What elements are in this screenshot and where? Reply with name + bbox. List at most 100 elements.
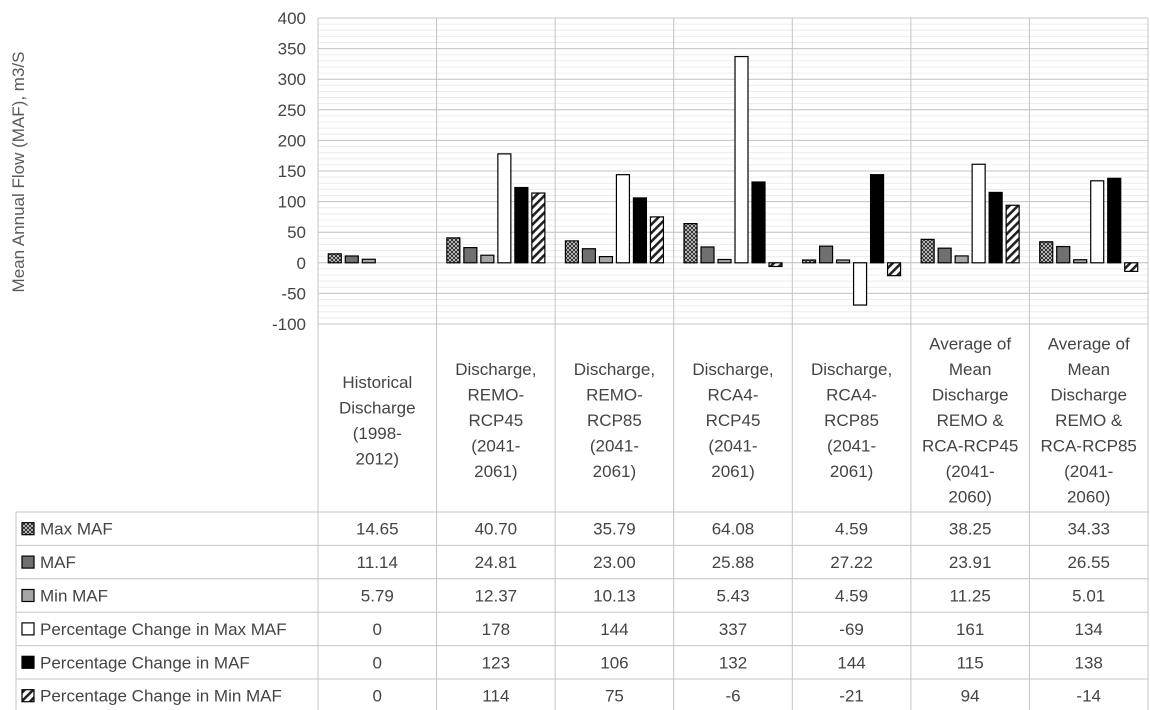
table-value: 75 [605,687,624,706]
y-tick-label: 200 [278,131,306,150]
bar-percentage-change-in-min-maf [531,192,546,264]
bar-percentage-change-in-maf [514,186,529,264]
category-label: (2041- [590,437,639,456]
bar-percentage-change-in-min-maf [886,262,902,277]
table-value: 134 [1075,620,1103,639]
legend-key [21,655,35,669]
category-label: Historical [342,373,412,392]
table-value: 38.25 [949,520,992,539]
legend-key [21,622,35,636]
category-label: REMO- [586,386,643,405]
category-label: Discharge, [811,360,892,379]
table-value: -69 [839,620,864,639]
legend-label: MAF [40,553,76,572]
table-value: 0 [373,620,382,639]
bars [327,55,1139,306]
legend-key [21,522,35,536]
bar-min-maf [835,259,851,264]
bar-percentage-change-in-max-maf [971,163,986,264]
table-value: 132 [719,653,747,672]
table-value: 144 [837,653,865,672]
y-tick-label: 350 [278,40,306,59]
bar-percentage-change-in-maf [1107,177,1122,264]
category-label: Discharge [1050,386,1127,405]
bar-min-maf [598,256,614,264]
bar-percentage-change-in-maf [632,197,648,264]
table-value: 5.43 [716,587,749,606]
category-label: Discharge, [692,360,773,379]
table-value: 178 [482,620,510,639]
y-axis: 400 350 300 250 200 150 100 50 0 -50 -100 [272,9,306,334]
table-value: 11.25 [950,587,991,606]
bar-maf [463,247,478,264]
table-value: 0 [373,687,382,706]
category-label: Discharge [932,386,1009,405]
y-tick-label: 150 [278,162,306,181]
bar-percentage-change-in-maf [988,191,1003,264]
table-value: 138 [1075,653,1103,672]
category-label: Discharge, [455,360,536,379]
category-label: RCP45 [706,411,761,430]
table-value: 5.01 [1072,587,1105,606]
table-value: 337 [719,620,747,639]
table-value: 40.70 [475,520,518,539]
data-table: Historical Discharge (1998- 2012) Discharge,… [15,335,1149,710]
bar-max-maf [1039,241,1054,264]
y-tick-label: 100 [278,193,306,212]
y-tick-label: -100 [272,315,306,334]
table-value: 26.55 [1067,553,1110,572]
y-tick-label: -50 [281,284,306,303]
table-value: 5.79 [361,587,394,606]
category-label: Mean [1067,360,1110,379]
y-tick-label: 50 [287,223,306,242]
table-value: 34.33 [1067,520,1110,539]
category-label: 2061) [593,462,636,481]
bar-maf [700,246,715,264]
category-label: Average of [929,335,1011,354]
y-tick-label: 250 [278,101,306,120]
category-label: RCP85 [824,411,879,430]
legend-label: Min MAF [40,587,108,606]
table-value: -21 [839,687,864,706]
table-value: 0 [373,653,382,672]
table-value: 161 [956,620,984,639]
category-label: RCP85 [587,411,642,430]
legend-key [21,689,35,703]
category-label: (1998- [353,424,402,443]
bar-percentage-change-in-maf [869,174,885,264]
bar-min-maf [361,258,376,264]
table-value: 35.79 [593,520,636,539]
category-label: RCA-RCP45 [922,437,1018,456]
legend-label: Percentage Change in MAF [40,653,250,672]
bar-max-maf [446,237,461,264]
table-value: 4.59 [835,520,868,539]
bar-percentage-change-in-min-maf [1124,262,1139,272]
legend-label: Max MAF [40,520,113,539]
category-label: REMO- [468,386,525,405]
bar-percentage-change-in-maf [751,181,766,264]
category-label: Mean [949,360,992,379]
category-label: (2041- [708,437,757,456]
table-value: 11.14 [357,553,398,572]
category-label: 2061) [474,462,517,481]
bar-max-maf [683,222,698,264]
bar-max-maf [327,253,342,264]
table-value: 106 [600,653,628,672]
bar-percentage-change-in-max-maf [615,174,631,264]
category-label: 2061) [830,462,873,481]
table-value: 14.65 [356,520,399,539]
bar-percentage-change-in-max-maf [734,55,749,264]
category-label: RCA-RCP85 [1041,437,1137,456]
table-value: 23.91 [949,553,992,572]
table-value: -14 [1076,687,1101,706]
category-label: REMO & [937,411,1005,430]
table-value: 24.81 [475,553,518,572]
category-label: 2060) [948,488,991,507]
bar-percentage-change-in-max-maf [1090,180,1105,264]
bar-percentage-change-in-max-maf [497,153,512,264]
category-label: RCA4- [707,386,758,405]
category-label: Average of [1048,335,1130,354]
table-value: 64.08 [712,520,755,539]
category-label: Discharge, [574,360,655,379]
